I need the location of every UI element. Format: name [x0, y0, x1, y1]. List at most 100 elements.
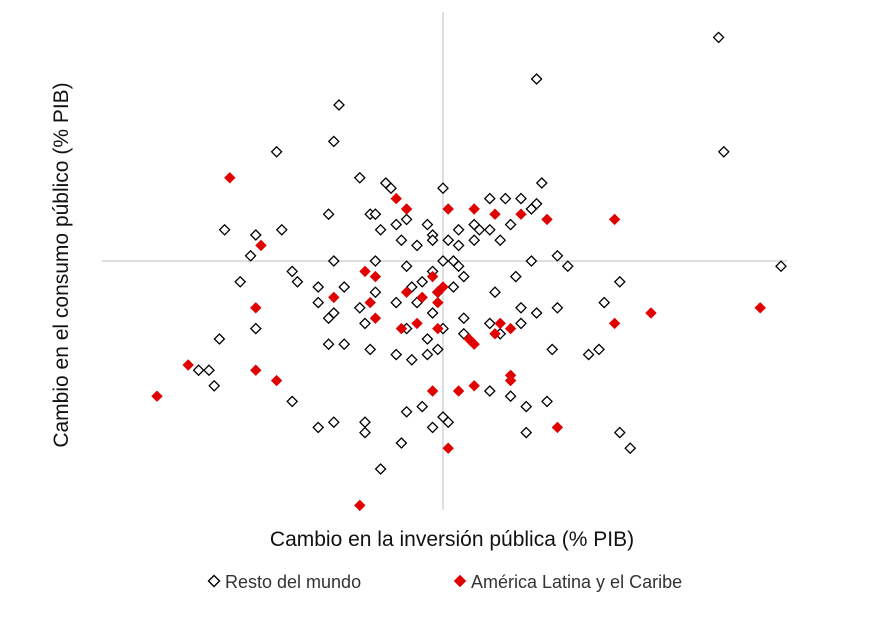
- data-point: [504, 322, 517, 335]
- data-point: [452, 223, 465, 236]
- data-point: [541, 213, 553, 226]
- data-point: [390, 296, 403, 309]
- data-point: [291, 275, 304, 288]
- data-point: [369, 255, 382, 267]
- data-point: [333, 99, 345, 111]
- data-point: [613, 275, 626, 288]
- data-point: [338, 338, 351, 351]
- data-point: [457, 312, 470, 325]
- data-point: [338, 281, 351, 293]
- data-point: [244, 249, 257, 262]
- data-point: [483, 385, 496, 397]
- data-point: [551, 301, 564, 314]
- data-point: [499, 192, 512, 205]
- data-point: [468, 380, 480, 392]
- data-point: [608, 213, 621, 226]
- data-point: [374, 463, 387, 475]
- data-point: [504, 369, 517, 382]
- data-point: [504, 390, 517, 403]
- data-point: [483, 223, 496, 236]
- data-point: [400, 260, 413, 273]
- data-point: [359, 416, 371, 429]
- data-point: [250, 364, 262, 376]
- data-point: [452, 239, 465, 252]
- data-point: [489, 286, 501, 299]
- series-america-latina: [151, 172, 766, 512]
- legend-label: América Latina y el Caribe: [471, 572, 682, 592]
- data-point: [364, 343, 377, 356]
- data-point: [426, 270, 439, 283]
- data-point: [369, 286, 382, 299]
- data-point: [400, 286, 413, 298]
- data-point: [353, 301, 366, 314]
- data-point: [390, 348, 403, 361]
- data-point: [535, 177, 548, 189]
- data-point: [400, 203, 413, 215]
- data-point: [416, 400, 429, 413]
- data-point: [354, 499, 366, 512]
- legend-label: Resto del mundo: [225, 572, 361, 592]
- data-point: [322, 312, 335, 325]
- data-point: [426, 307, 439, 319]
- data-point: [213, 333, 226, 345]
- data-point: [525, 203, 538, 215]
- points-layer: [151, 31, 787, 512]
- data-point: [551, 421, 564, 434]
- data-point: [322, 208, 335, 221]
- data-point: [613, 426, 626, 439]
- data-point: [234, 275, 247, 288]
- data-point: [775, 260, 787, 273]
- data-point: [624, 442, 637, 455]
- data-point: [442, 416, 455, 429]
- data-point: [250, 302, 262, 314]
- data-point: [645, 307, 657, 319]
- data-point: [717, 145, 730, 158]
- data-point: [754, 302, 766, 314]
- data-point: [270, 374, 283, 387]
- open-diamond-marker-icon: [207, 574, 221, 588]
- data-point: [712, 31, 725, 44]
- data-point: [390, 192, 402, 205]
- data-point: [327, 135, 340, 148]
- data-point: [359, 265, 371, 278]
- data-point: [421, 218, 434, 231]
- data-point: [437, 281, 449, 293]
- data-point: [395, 234, 408, 247]
- data-point: [525, 255, 538, 267]
- data-point: [593, 343, 605, 356]
- data-point: [551, 249, 564, 262]
- data-point: [509, 270, 522, 283]
- data-point: [327, 416, 340, 429]
- data-point: [426, 385, 439, 397]
- data-point: [598, 296, 611, 309]
- data-point: [483, 192, 496, 205]
- data-point: [151, 390, 163, 402]
- data-point: [249, 229, 262, 241]
- data-point: [224, 172, 236, 184]
- data-point: [530, 307, 543, 319]
- data-point: [312, 281, 325, 293]
- data-point: [275, 223, 288, 236]
- data-point: [286, 395, 299, 408]
- data-point: [442, 203, 454, 215]
- data-point: [452, 260, 465, 273]
- data-point: [327, 255, 340, 267]
- data-point: [374, 223, 387, 236]
- data-point: [218, 223, 231, 236]
- data-point: [442, 234, 455, 247]
- data-point: [328, 291, 340, 304]
- data-point: [468, 234, 481, 247]
- data-point: [322, 338, 335, 351]
- data-point: [515, 192, 527, 205]
- data-point: [468, 203, 480, 215]
- data-point: [286, 265, 299, 278]
- data-point: [561, 260, 574, 273]
- data-point: [515, 208, 527, 220]
- data-point: [416, 291, 428, 304]
- data-point: [208, 379, 221, 392]
- data-point: [359, 317, 371, 330]
- y-axis-title: Cambio en el consumo público (% PIB): [50, 82, 73, 447]
- data-point: [515, 317, 527, 330]
- data-point: [353, 171, 366, 184]
